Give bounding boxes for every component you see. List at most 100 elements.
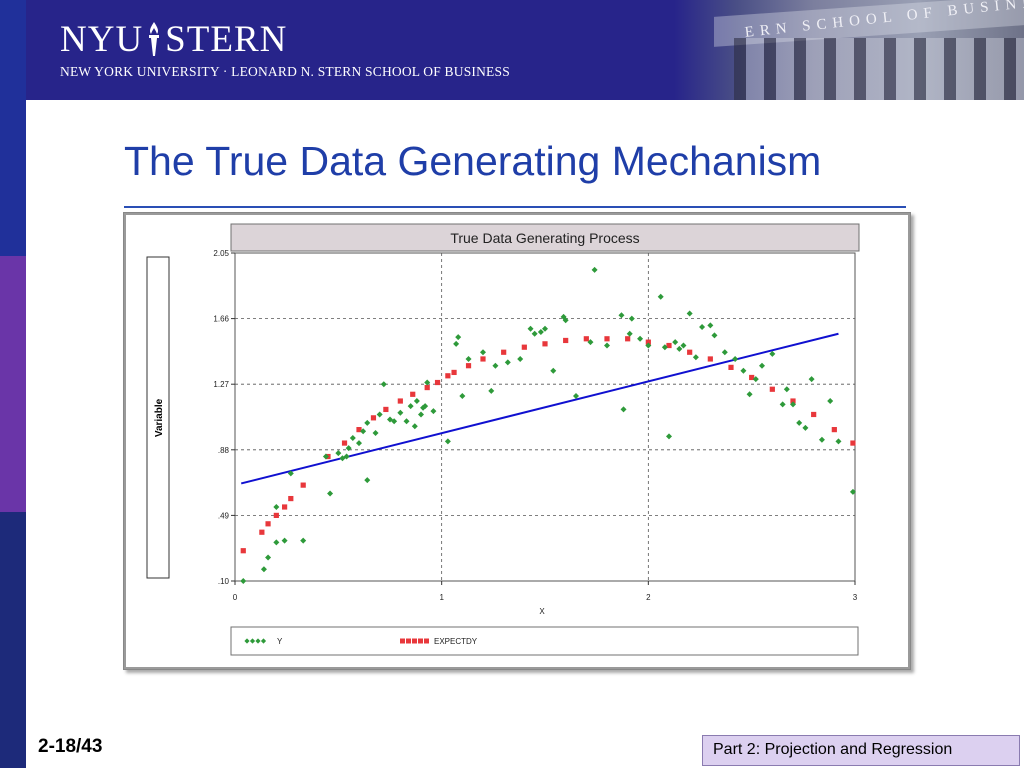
scatter-chart: True Data Generating Process Variable .1… bbox=[124, 213, 910, 669]
y-point bbox=[802, 424, 809, 431]
y-point bbox=[322, 453, 329, 460]
legend-expectdy-marker bbox=[400, 638, 405, 644]
expectdy-point bbox=[501, 349, 507, 355]
expectdy-point bbox=[356, 427, 362, 433]
y-tick-label: 1.66 bbox=[213, 315, 229, 324]
expectdy-point bbox=[563, 337, 569, 344]
x-tick-label: 2 bbox=[646, 593, 651, 602]
y-axis-label: Variable bbox=[154, 398, 165, 437]
y-point bbox=[418, 411, 424, 418]
legend-expectdy-marker bbox=[418, 638, 423, 644]
expectdy-point bbox=[790, 398, 796, 404]
building-photo: ERN SCHOOL OF BUSINESS bbox=[674, 0, 1024, 100]
expectdy-point bbox=[240, 548, 246, 554]
y-point bbox=[752, 376, 759, 383]
x-tick-label: 1 bbox=[439, 593, 444, 602]
expectdy-point bbox=[749, 374, 755, 381]
y-point bbox=[680, 342, 687, 349]
y-point bbox=[345, 445, 352, 452]
y-tick-label: .88 bbox=[218, 446, 230, 455]
y-point bbox=[637, 335, 644, 342]
logo-subtitle: NEW YORK UNIVERSITY · LEONARD N. STERN S… bbox=[60, 64, 510, 79]
y-tick-label: 2.05 bbox=[213, 249, 229, 258]
x-tick-label: 0 bbox=[233, 593, 238, 602]
y-point bbox=[666, 433, 672, 440]
expectdy-point bbox=[625, 336, 631, 342]
expectdy-point bbox=[480, 356, 486, 362]
legend: Y EXPECTDY bbox=[244, 637, 478, 646]
expectdy-point bbox=[445, 373, 451, 379]
y-point bbox=[492, 362, 499, 369]
expectdy-point bbox=[542, 341, 548, 347]
y-point bbox=[413, 398, 420, 405]
y-point bbox=[504, 359, 511, 366]
y-point bbox=[721, 349, 728, 356]
title-underline bbox=[124, 206, 906, 208]
y-point bbox=[273, 503, 280, 510]
y-point bbox=[542, 325, 548, 332]
y-point bbox=[459, 392, 466, 399]
y-point bbox=[779, 401, 786, 408]
expectdy-point bbox=[604, 336, 610, 342]
sidebar-stripe-blue bbox=[0, 0, 26, 256]
expectdy-point bbox=[397, 398, 403, 404]
y-point bbox=[397, 409, 404, 416]
sidebar-stripe-purple bbox=[0, 256, 26, 512]
y-point bbox=[692, 354, 699, 361]
sidebar-stripes bbox=[0, 0, 26, 768]
y-point bbox=[287, 470, 294, 477]
y-point bbox=[411, 423, 418, 430]
y-point bbox=[686, 310, 693, 317]
expectdy-point bbox=[300, 482, 306, 488]
y-point bbox=[364, 477, 371, 484]
y-point bbox=[453, 340, 460, 347]
y-tick-label: .49 bbox=[218, 511, 230, 520]
building-columns bbox=[734, 38, 1024, 100]
y-point bbox=[444, 438, 451, 445]
y-point bbox=[550, 367, 557, 374]
y-point bbox=[424, 379, 431, 386]
expectdy-point bbox=[728, 364, 734, 370]
expectdy-point bbox=[288, 495, 294, 502]
y-point bbox=[391, 418, 398, 425]
chart-inner-border bbox=[124, 213, 910, 669]
y-point bbox=[327, 490, 334, 497]
x-tick-label: 3 bbox=[853, 593, 858, 602]
y-point bbox=[783, 386, 790, 393]
expectdy-point bbox=[831, 427, 837, 433]
footer-caption: Part 2: Projection and Regression bbox=[713, 741, 953, 758]
expectdy-point bbox=[265, 521, 271, 527]
y-point bbox=[676, 345, 683, 352]
plot-title-bar bbox=[230, 223, 860, 252]
y-point bbox=[591, 266, 598, 273]
y-point bbox=[537, 329, 544, 336]
expectdy-point bbox=[707, 356, 713, 362]
chart-frame: True Data Generating Process Variable .1… bbox=[123, 212, 911, 670]
expectdy-point bbox=[410, 391, 416, 397]
header-banner: ERN SCHOOL OF BUSINESS NYU STERN NEW YORK… bbox=[26, 0, 1024, 100]
footer-box: Part 2: Projection and Regression bbox=[702, 735, 1020, 766]
expectdy-point bbox=[434, 379, 441, 386]
y-point bbox=[360, 428, 367, 435]
expectdy-point bbox=[259, 529, 265, 535]
y-point bbox=[364, 419, 371, 426]
y-point bbox=[403, 418, 410, 425]
y-point bbox=[265, 554, 272, 561]
logo-nyu-text: NYU bbox=[60, 19, 144, 60]
y-point bbox=[790, 401, 796, 408]
y-point bbox=[349, 435, 356, 442]
expectdy-point bbox=[341, 440, 348, 446]
y-point bbox=[380, 381, 387, 388]
y-point bbox=[260, 566, 267, 573]
expectdy-point bbox=[383, 406, 389, 413]
y-point bbox=[517, 355, 524, 362]
y-tick-label: 1.27 bbox=[213, 380, 229, 389]
y-point bbox=[573, 392, 579, 399]
y-point bbox=[746, 391, 753, 398]
y-point bbox=[281, 537, 288, 544]
legend-y-marker bbox=[255, 638, 261, 644]
y-point bbox=[356, 440, 362, 447]
nyu-stern-logo: NYU STERN bbox=[60, 20, 287, 60]
y-point bbox=[672, 339, 679, 346]
expectdy-point bbox=[370, 415, 377, 421]
